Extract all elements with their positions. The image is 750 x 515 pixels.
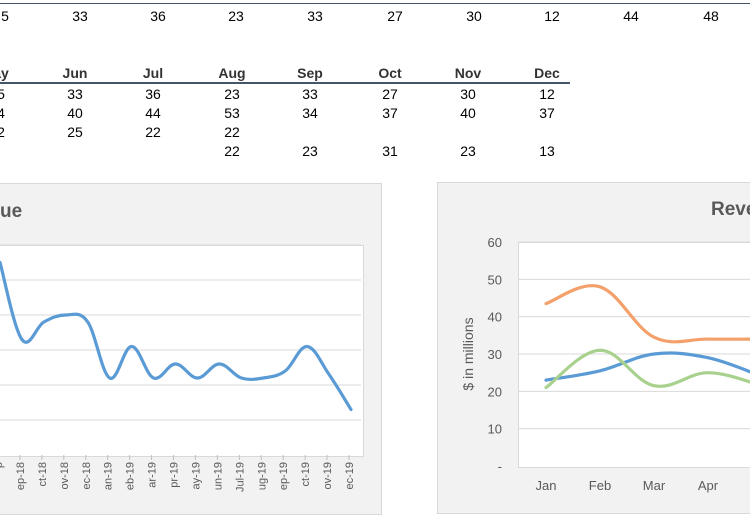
right-chart-y-tick-label: 40 <box>488 310 502 325</box>
right-chart-x-tick-label: Feb <box>589 478 611 493</box>
right-chart-y-tick-label: 50 <box>488 272 502 287</box>
right-chart-y-tick-label: 30 <box>488 347 502 362</box>
right-chart-y-tick-label: 20 <box>488 384 502 399</box>
right-chart-x-tick-label: Apr <box>698 478 719 493</box>
right-chart-y-tick-label: - <box>498 459 502 474</box>
right-chart-y-tick-label: 10 <box>488 422 502 437</box>
right-chart-series-line <box>546 353 750 380</box>
right-chart-y-axis-label: $ in millions <box>460 317 476 390</box>
right-chart-series-line <box>546 286 750 342</box>
right-chart-x-tick-label: Mar <box>643 478 666 493</box>
right-chart-x-tick-label: Jan <box>536 478 557 493</box>
right-chart-y-tick-label: 60 <box>488 235 502 250</box>
